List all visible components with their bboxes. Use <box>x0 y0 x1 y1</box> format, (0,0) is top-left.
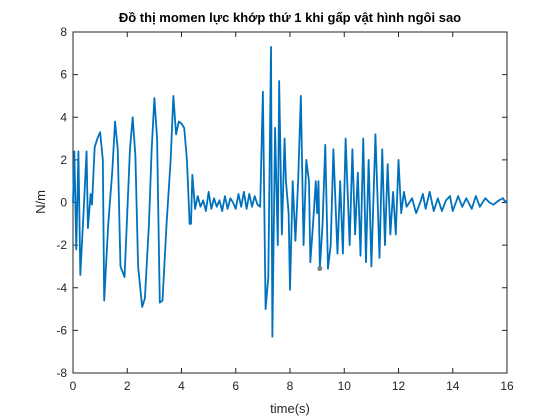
x-tick-label: 6 <box>232 379 239 393</box>
chart-title: Đồ thị momen lực khớp thứ 1 khi gấp vật … <box>119 10 461 25</box>
y-tick-label: -6 <box>56 323 67 337</box>
data-tip-marker <box>317 266 323 272</box>
y-tick-label: 4 <box>60 110 67 124</box>
x-tick-label: 12 <box>392 379 406 393</box>
y-tick-label: -4 <box>56 281 67 295</box>
x-tick-label: 2 <box>124 379 131 393</box>
y-tick-label: 0 <box>60 196 67 210</box>
x-tick-label: 14 <box>446 379 460 393</box>
y-tick-label: -2 <box>56 238 67 252</box>
x-tick-label: 10 <box>338 379 352 393</box>
y-tick-label: 8 <box>60 25 67 39</box>
x-tick-label: 4 <box>178 379 185 393</box>
y-tick-label: -8 <box>56 366 67 380</box>
x-axis-label: time(s) <box>270 401 310 416</box>
y-axis-label: N/m <box>33 190 48 214</box>
data-line <box>72 46 508 338</box>
y-tick-label: 6 <box>60 68 67 82</box>
x-tick-label: 16 <box>500 379 514 393</box>
x-tick-label: 8 <box>287 379 294 393</box>
x-tick-label: 0 <box>70 379 77 393</box>
y-tick-label: 2 <box>60 153 67 167</box>
